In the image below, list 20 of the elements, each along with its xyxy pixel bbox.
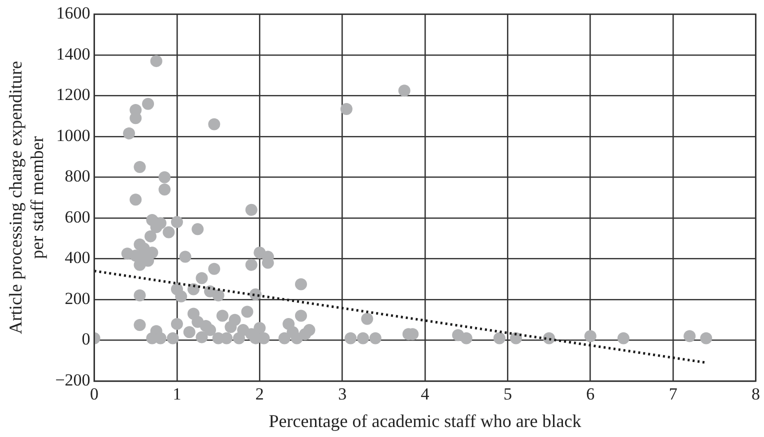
- x-tick-label: 1: [172, 384, 182, 404]
- x-tick-label: 3: [338, 384, 347, 404]
- x-tick-label: 2: [255, 384, 264, 404]
- x-tick-label: 7: [668, 384, 678, 404]
- y-tick-label: 1200: [56, 85, 90, 104]
- x-tick-label: 6: [586, 384, 595, 404]
- y-tick-label: 1400: [56, 44, 90, 64]
- x-tick-label: 4: [420, 384, 430, 404]
- x-axis-title: Percentage of academic staff who are black: [268, 410, 582, 431]
- y-tick-label: 600: [64, 207, 90, 226]
- y-tick-label: 800: [64, 166, 90, 186]
- y-axis-title: Article processing charge expenditure per staff member: [6, 61, 48, 334]
- y-tick-label: 1600: [56, 4, 90, 23]
- y-tick-label: 0: [82, 330, 90, 349]
- x-tick-label: 5: [503, 384, 512, 404]
- y-tick-label: −200: [55, 370, 90, 390]
- x-tick-label: 8: [752, 384, 760, 404]
- y-tick-label: 200: [64, 288, 90, 308]
- y-tick-label: 1000: [56, 126, 90, 145]
- y-tick-label: 400: [64, 248, 90, 268]
